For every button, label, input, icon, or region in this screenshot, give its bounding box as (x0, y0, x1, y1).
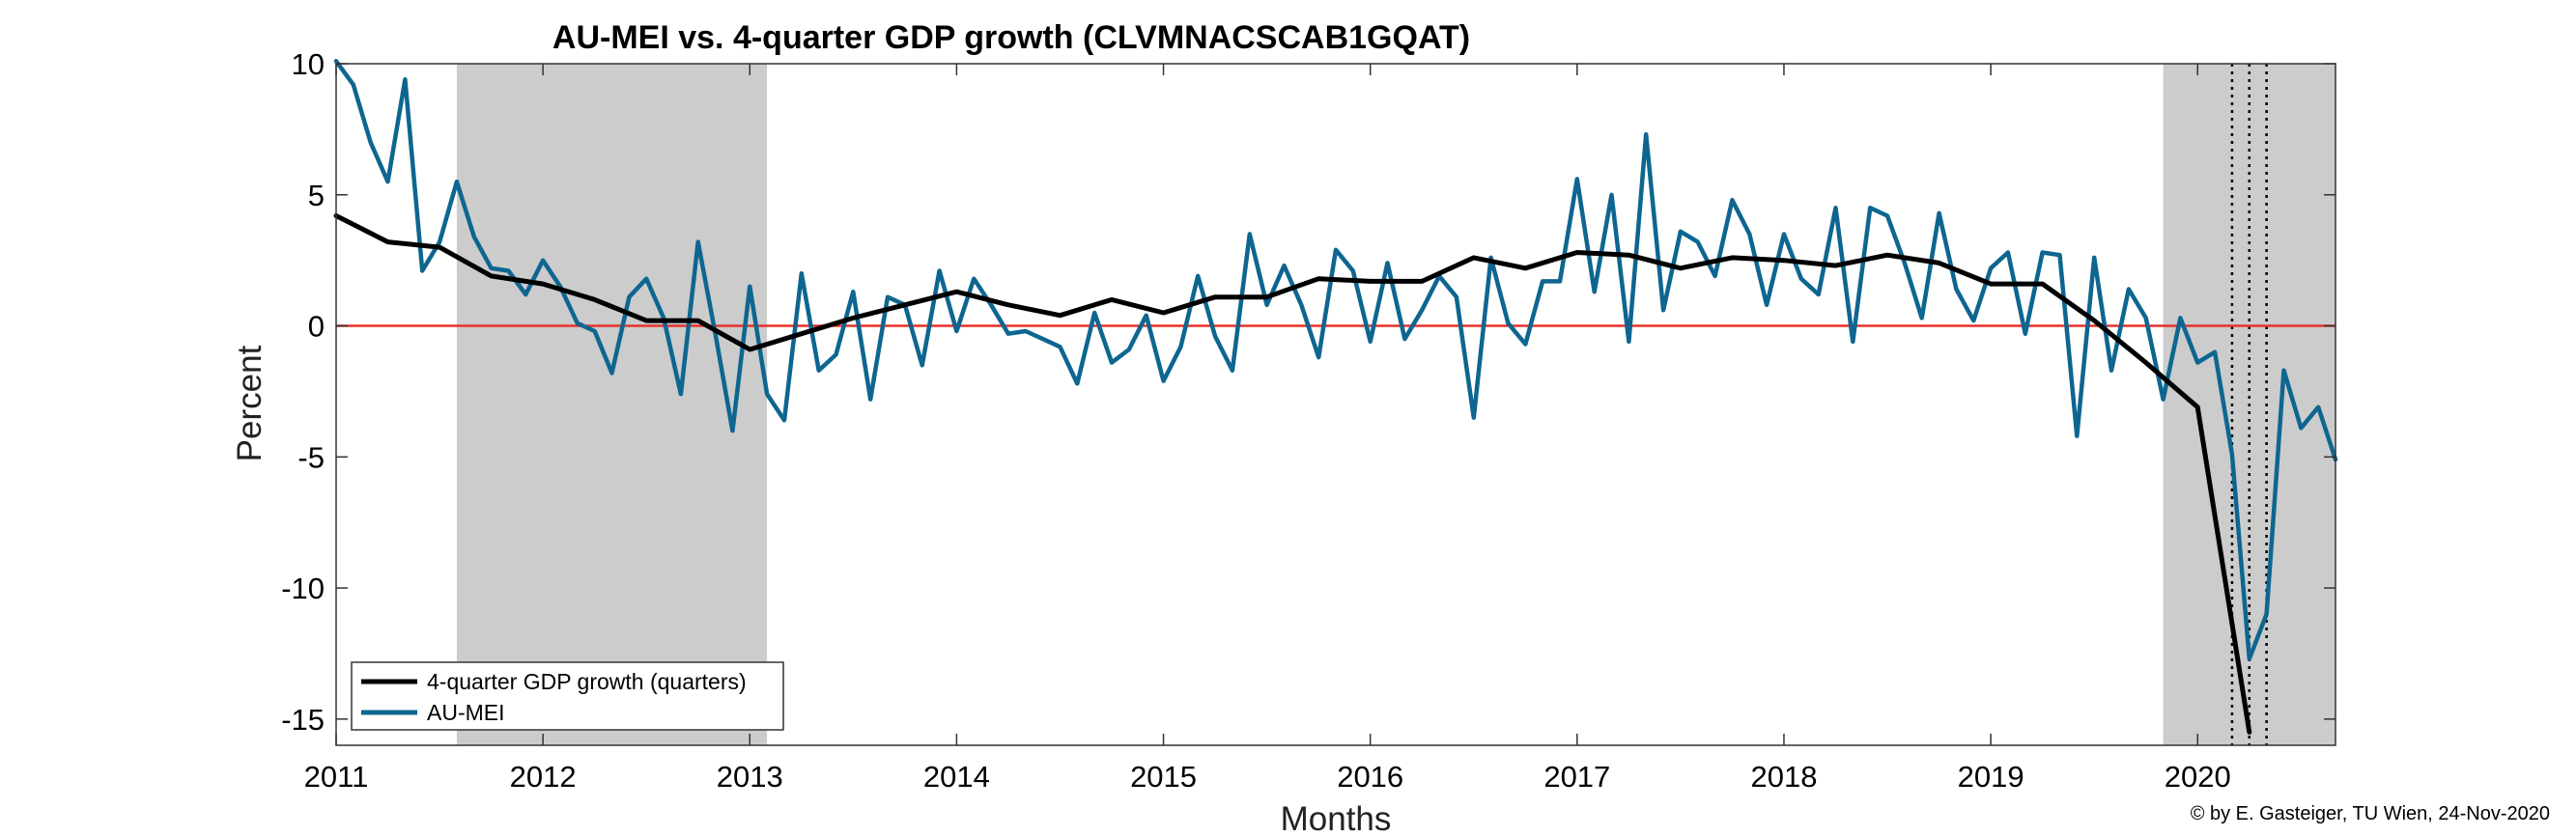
legend: 4-quarter GDP growth (quarters) AU-MEI (351, 661, 784, 731)
recession-shading (456, 64, 2335, 745)
x-tick-label: 2012 (510, 760, 577, 794)
x-axis-label: Months (1281, 800, 1392, 837)
x-tick-label: 2016 (1337, 760, 1403, 794)
x-tick-label: 2015 (1130, 760, 1197, 794)
x-tick-label: 2013 (717, 760, 783, 794)
x-tick-label: 2018 (1750, 760, 1817, 794)
x-axis-ticks: 2011 2012 2013 2014 2015 2016 2017 2018 2019 2020 (304, 64, 2231, 794)
x-tick-label: 2019 (1958, 760, 2024, 794)
y-axis-label: Percent (231, 345, 269, 461)
plot-area: 2011 2012 2013 2014 2015 2016 2017 2018 2019 2020… (281, 47, 2338, 794)
y-tick-label: -10 (281, 572, 325, 605)
legend-label-au-mei: AU-MEI (427, 700, 505, 725)
credit-text: © by E. Gasteiger, TU Wien, 24-Nov-2020 (2191, 803, 2550, 824)
recession-band-0 (456, 64, 768, 745)
y-tick-label: 0 (308, 310, 325, 344)
chart-title: AU-MEI vs. 4-quarter GDP growth (CLVMNAC… (552, 19, 1470, 56)
legend-box (351, 661, 784, 731)
x-tick-label: 2020 (2165, 760, 2231, 794)
x-tick-label: 2011 (304, 760, 369, 794)
y-tick-label: -5 (297, 440, 325, 474)
plot-frame (335, 63, 2336, 746)
y-tick-label: 10 (292, 47, 325, 81)
x-tick-label: 2017 (1543, 760, 1610, 794)
y-tick-label: 5 (308, 179, 325, 212)
legend-label-gdp: 4-quarter GDP growth (quarters) (427, 669, 747, 694)
series-line-gdp (333, 213, 2252, 735)
y-axis-ticks: 10 5 0 -5 -10 -15 (281, 47, 2335, 737)
series-layer (333, 59, 2338, 735)
x-tick-label: 2014 (923, 760, 990, 794)
y-tick-label: -15 (281, 703, 325, 737)
vertical-markers (2230, 64, 2268, 745)
series-line-au-mei (333, 59, 2338, 661)
